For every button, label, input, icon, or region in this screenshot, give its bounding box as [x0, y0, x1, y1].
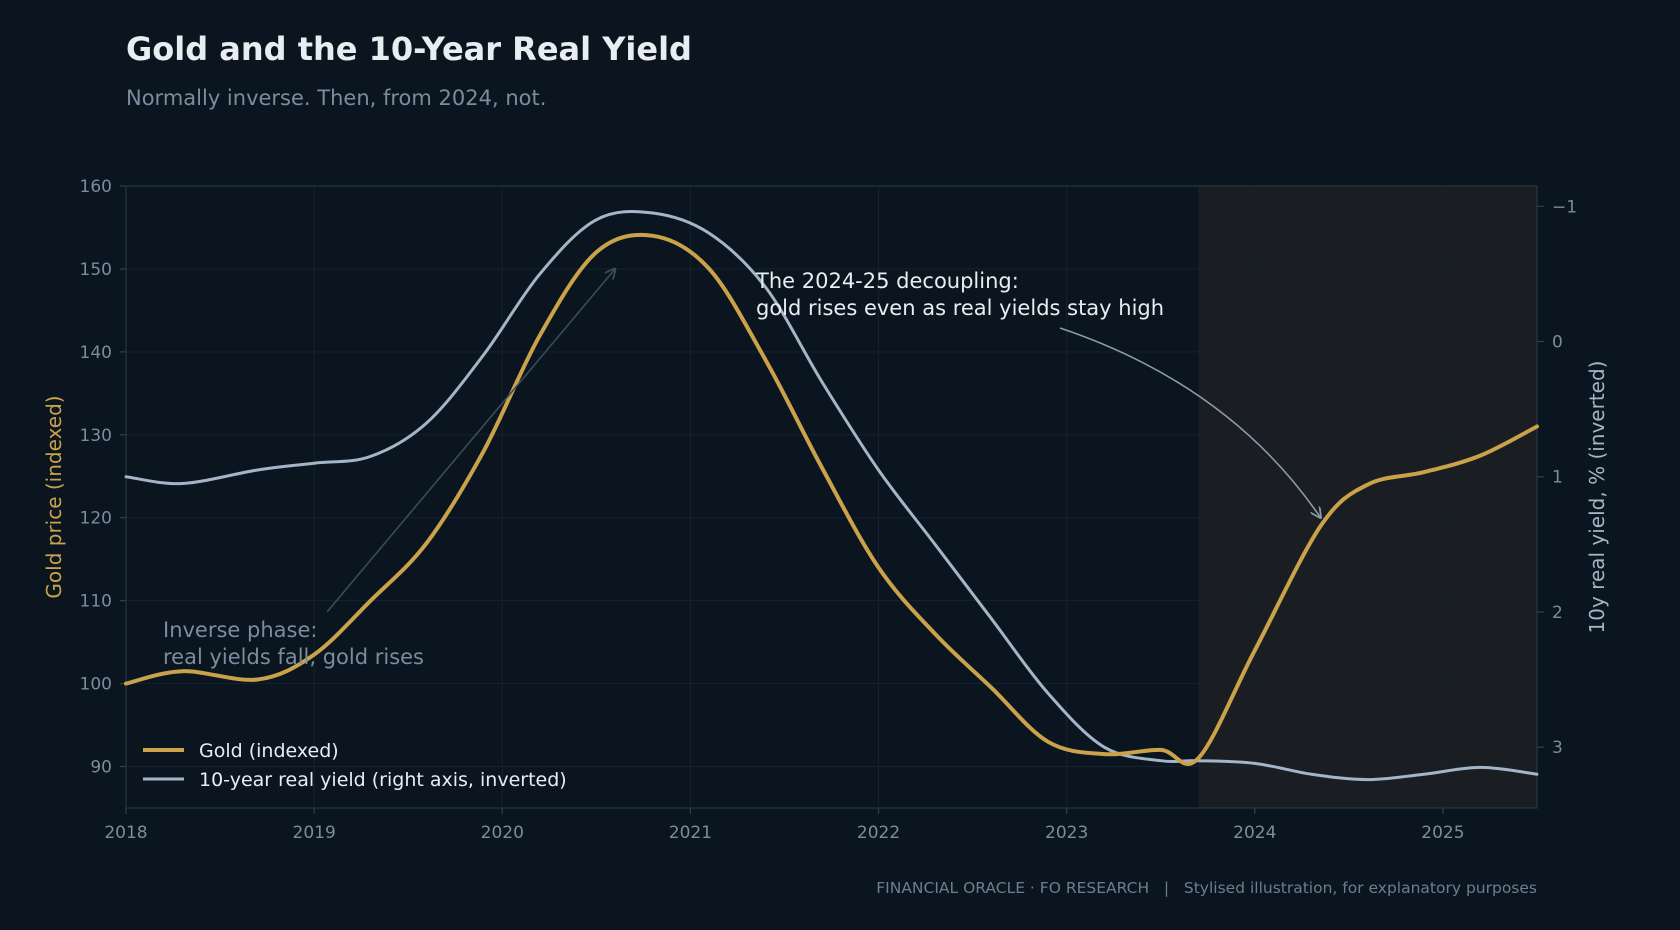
- left-tick-label: 120: [80, 509, 112, 529]
- left-tick-label: 100: [80, 675, 112, 695]
- legend-label-yield: 10-year real yield (right axis, inverted…: [199, 769, 567, 791]
- x-tick-label: 2023: [1045, 823, 1088, 843]
- series-line-real-yield: [124, 210, 1539, 782]
- plot-frame: [125, 185, 1538, 809]
- right-tick-label: 3: [1552, 738, 1563, 758]
- left-tick-label: 130: [80, 426, 112, 446]
- series-line-gold: [124, 232, 1539, 766]
- series-layer: [124, 210, 1539, 782]
- annotation-decoupling-line-2: gold rises even as real yields stay high: [756, 296, 1164, 320]
- chart-subtitle: Normally inverse. Then, from 2024, not.: [126, 86, 546, 110]
- right-tick-label: 0: [1552, 333, 1563, 353]
- left-tick-label: 90: [90, 758, 112, 778]
- left-tick-label: 140: [80, 343, 112, 363]
- annotation-inverse-phase: Inverse phase: real yields fall, gold ri…: [163, 269, 615, 669]
- annotation-inverse-arrow: [326, 269, 615, 613]
- x-tick-label: 2021: [669, 823, 712, 843]
- annotation-inverse-line-1: Inverse phase:: [163, 618, 317, 642]
- left-tick-label: 150: [80, 260, 112, 280]
- legend: Gold (indexed) 10-year real yield (right…: [143, 740, 567, 791]
- right-tick-label: −1: [1552, 197, 1577, 217]
- footer-credit: FINANCIAL ORACLE · FO RESEARCH | Stylise…: [876, 879, 1537, 897]
- grid: [125, 185, 1537, 808]
- annotation-decoupling-arrow: [1059, 327, 1321, 518]
- annotation-decoupling: The 2024-25 decoupling: gold rises even …: [755, 269, 1321, 518]
- x-tick-label: 2019: [293, 823, 336, 843]
- right-tick-label: 2: [1552, 603, 1563, 623]
- x-tick-label: 2022: [857, 823, 900, 843]
- left-tick-label: 160: [80, 177, 112, 197]
- annotation-decoupling-line-1: The 2024-25 decoupling:: [755, 269, 1019, 293]
- decoupling-shaded-region: [1198, 186, 1537, 808]
- chart-title: Gold and the 10-Year Real Yield: [126, 30, 692, 68]
- left-axis-title: Gold price (indexed): [42, 395, 66, 598]
- legend-label-gold: Gold (indexed): [199, 740, 339, 762]
- annotation-inverse-line-2: real yields fall, gold rises: [163, 645, 424, 669]
- left-tick-label: 110: [80, 592, 112, 612]
- x-tick-label: 2018: [104, 823, 147, 843]
- right-tick-label: 1: [1552, 468, 1563, 488]
- x-tick-label: 2024: [1233, 823, 1276, 843]
- x-tick-label: 2025: [1421, 823, 1464, 843]
- right-axis-title: 10y real yield, % (inverted): [1585, 361, 1609, 634]
- x-tick-label: 2020: [481, 823, 524, 843]
